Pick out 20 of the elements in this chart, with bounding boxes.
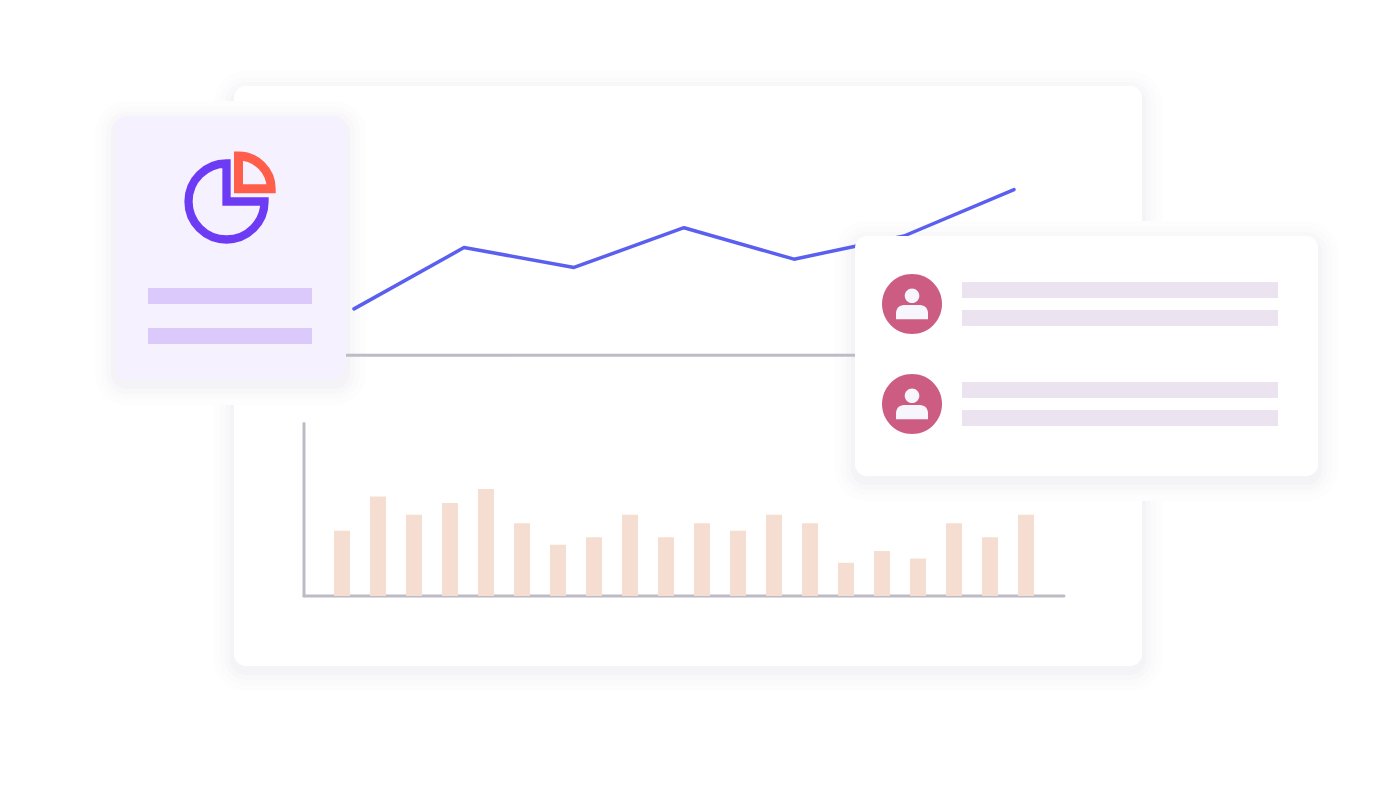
bar xyxy=(622,514,639,596)
bar xyxy=(334,530,350,596)
bar xyxy=(874,551,891,596)
bar xyxy=(442,502,459,596)
bar xyxy=(1018,514,1035,596)
bar xyxy=(802,523,819,596)
bar xyxy=(838,562,855,596)
bar xyxy=(946,523,963,596)
bar xyxy=(550,544,567,596)
bar xyxy=(730,530,747,596)
bar xyxy=(982,537,999,596)
bar xyxy=(658,537,675,596)
bar xyxy=(514,523,531,596)
bar xyxy=(478,489,495,596)
bar xyxy=(766,514,783,596)
bar xyxy=(586,537,603,596)
bar xyxy=(910,558,927,596)
bar xyxy=(406,514,422,596)
bar xyxy=(370,496,386,596)
bar xyxy=(694,523,711,596)
